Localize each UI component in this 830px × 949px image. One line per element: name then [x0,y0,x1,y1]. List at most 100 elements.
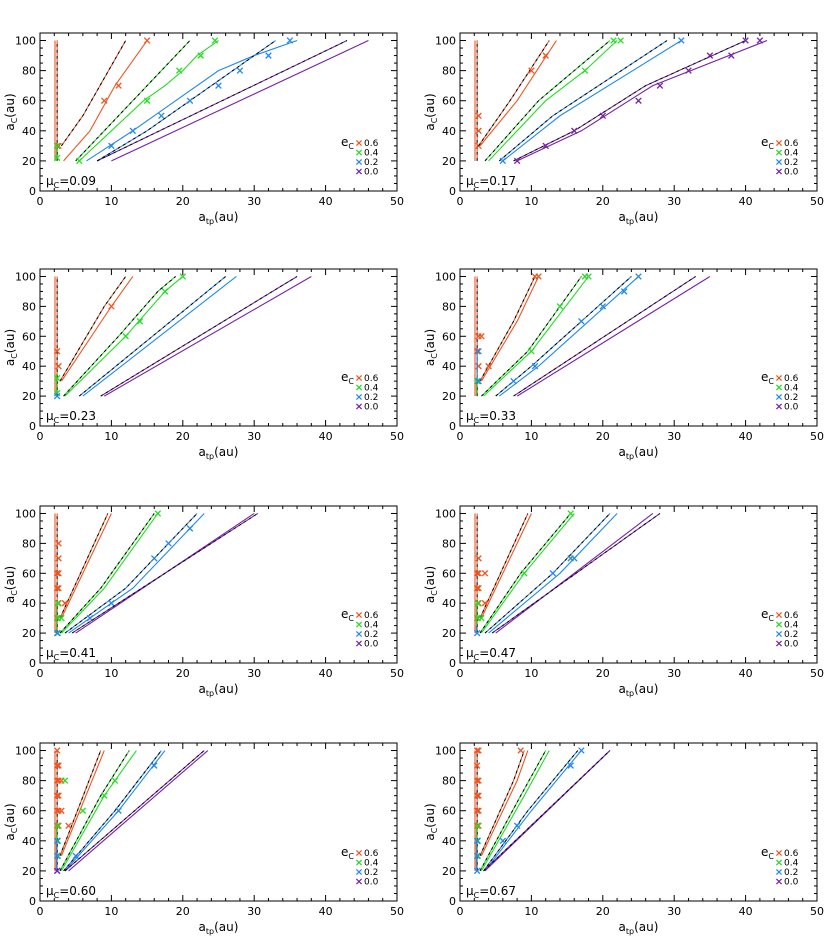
data-point [475,570,482,577]
data-point [685,67,692,74]
series-line-dotted-color [64,750,205,872]
series-line-dotted-color [495,276,632,397]
legend-marker [775,403,783,410]
series-06-0 [473,276,482,397]
series-02-5 [63,750,166,872]
series-line-solid [82,276,237,397]
data-point [473,792,481,799]
data-point [143,37,151,44]
y-tick-label: 40 [22,597,36,610]
y-tick-label: 0 [29,420,36,433]
y-tick-label: 60 [442,330,456,343]
y-tick-label: 0 [449,895,456,908]
x-tick-label: 20 [596,195,610,208]
series-line-dotted [478,40,550,147]
legend: eC 0.60.40.20.0 [341,135,379,178]
series-02-4 [475,347,482,385]
data-point [55,570,62,577]
legend-entry: 0.2 [784,868,798,878]
data-point [197,52,204,59]
series-line-solid [498,276,639,397]
legend-entry: 0.6 [784,611,799,621]
chart-panel-8: 0 10 20 30 40 50 0 20 40 60 80 100 atp(au) aC(au) eC 0.… [423,742,824,936]
legend-marker [775,374,783,382]
series-line-dotted [479,750,547,872]
data-point [61,777,69,784]
data-point [620,288,628,295]
y-tick-label: 80 [22,537,36,550]
y-tick-label: 100 [435,35,456,48]
data-point [154,510,162,517]
x-tick-label: 50 [390,195,404,208]
x-tick-label: 20 [596,430,610,443]
plot-area [473,747,611,875]
series-02-3 [498,37,685,165]
series-line-dotted-color [479,750,547,872]
legend: eC 0.60.40.20.0 [761,845,799,888]
series-line-dotted-color [479,750,525,857]
legend-entry: 0.0 [784,640,799,650]
series-04-3 [478,510,575,634]
series-04-3 [479,750,550,872]
y-tick-label: 80 [442,65,456,78]
data-point [475,347,482,355]
data-point [115,807,122,814]
data-point [53,867,61,875]
mu-label: μC=0.17 [466,174,516,190]
data-point [58,807,65,814]
x-tick-label: 0 [37,430,44,443]
data-point [474,822,482,830]
data-point [161,288,169,295]
data-point [53,142,61,150]
legend-marker [775,149,783,156]
legend-marker [775,859,783,866]
data-point [55,584,62,592]
x-tick-label: 30 [247,905,261,918]
legend-entry: 0.0 [784,878,799,888]
y-tick-label: 100 [15,507,36,520]
y-tick-label: 20 [442,390,456,403]
legend-marker [355,849,363,857]
series-02-5 [483,747,585,872]
legend-entry: 0.6 [364,374,379,384]
data-point [115,82,122,89]
x-tick-label: 10 [524,195,538,208]
x-tick-label: 20 [596,667,610,680]
data-point [473,747,481,754]
legend: eC 0.60.40.20.0 [761,135,799,178]
y-axis-label: aC(au) [423,329,439,366]
data-point [186,97,194,104]
y-tick-label: 20 [22,390,36,403]
chart-panel-4: 0 10 20 30 40 50 0 20 40 60 80 100 atp(au) aC(au) eC 0.… [423,268,824,461]
y-tick-label: 0 [449,657,456,670]
y-tick-label: 40 [442,597,456,610]
x-tick-label: 10 [524,905,538,918]
data-point [567,510,574,517]
legend: eC 0.60.40.20.0 [761,370,799,413]
data-point [570,555,578,562]
data-point [499,157,507,165]
data-point [542,142,549,150]
x-tick-label: 30 [667,195,681,208]
series-04-3 [75,37,219,165]
series-line-solid [516,276,711,397]
data-point [475,807,482,814]
legend-entry: 0.0 [784,403,799,413]
series-line-dotted [63,750,162,872]
chart-panel-1: 0 10 20 30 40 50 0 20 40 60 80 100 atp(au) aC(au) eC 0.… [3,32,404,226]
series-line-solid [68,750,209,872]
x-tick-label: 40 [739,430,753,443]
data-point [742,37,749,44]
data-point [728,52,735,59]
legend-marker [775,139,783,147]
plot-frame [459,268,818,427]
data-point [510,377,517,385]
series-line-solid [60,750,105,857]
legend-marker [775,384,783,391]
x-tick-label: 0 [457,430,464,443]
legend-marker [775,630,783,638]
y-tick-label: 80 [442,537,456,550]
plot-frame [459,742,818,902]
mu-label: μC=0.41 [46,646,96,662]
